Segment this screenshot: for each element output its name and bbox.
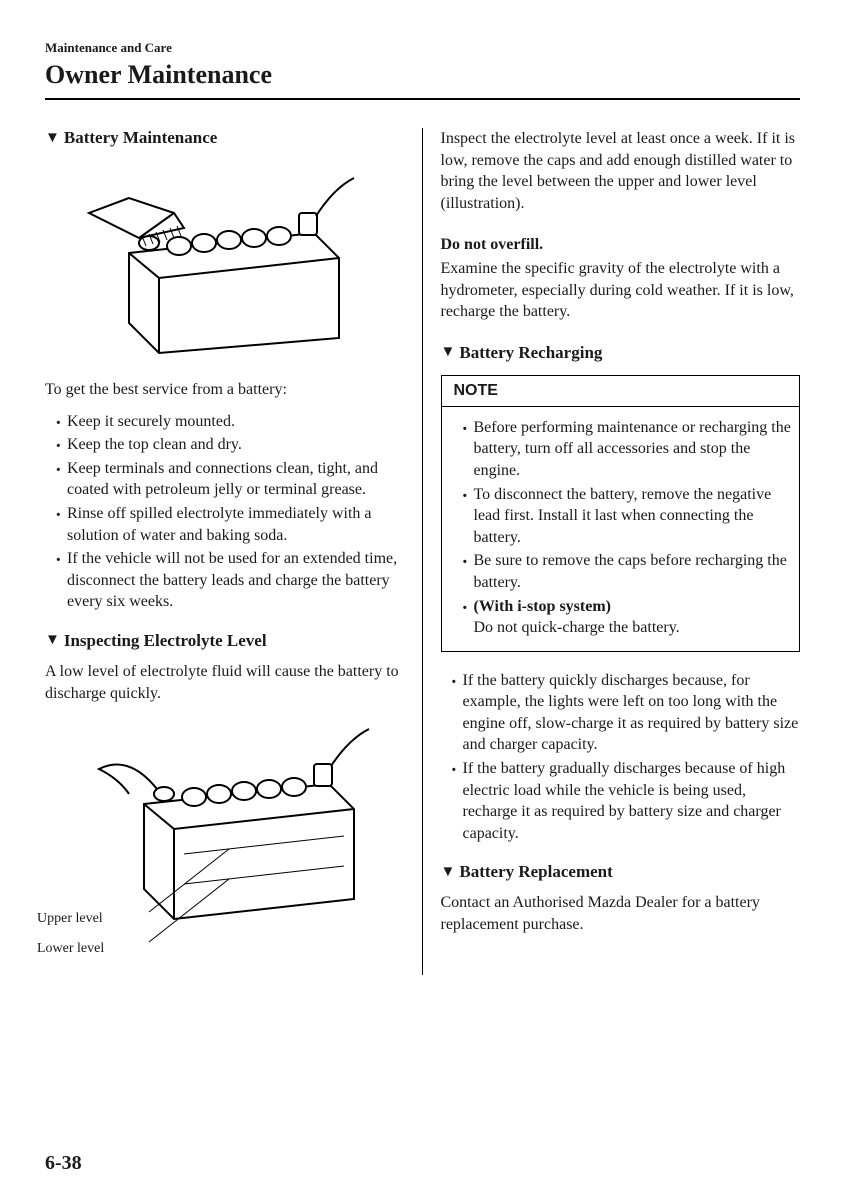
header-rule [45,98,800,100]
list-item: To disconnect the battery, remove the ne… [464,484,792,549]
battery-tips-list: Keep it securely mounted. Keep the top c… [45,411,404,613]
list-item: If the vehicle will not be used for an e… [59,548,404,613]
list-item: If the battery gradually discharges beca… [455,758,801,844]
upper-level-label: Upper level [37,911,103,927]
triangle-icon: ▼ [45,632,60,649]
note-title: NOTE [442,376,800,407]
subhead-text: Battery Replacement [459,862,612,882]
note-body: Before performing maintenance or recharg… [442,407,800,651]
battery-brush-illustration [45,158,404,363]
istop-bold: (With i-stop system) [474,598,611,615]
note-box: NOTE Before performing maintenance or re… [441,375,801,652]
battery-level-illustration: Upper level Lower level [45,724,404,959]
page-number: 6-38 [45,1152,82,1175]
list-item: Before performing maintenance or recharg… [464,417,792,482]
list-item: Rinse off spilled electrolyte immediatel… [59,503,404,546]
lower-level-label: Lower level [37,941,104,957]
subhead-text: Inspecting Electrolyte Level [64,631,267,651]
intro-text-2: A low level of electrolyte fluid will ca… [45,661,404,704]
triangle-icon: ▼ [441,864,456,881]
chapter-label: Maintenance and Care [45,40,800,56]
triangle-icon: ▼ [441,344,456,361]
replacement-text: Contact an Authorised Mazda Dealer for a… [441,892,801,935]
inspect-paragraph: Inspect the electrolyte level at least o… [441,128,801,214]
left-column: ▼ Battery Maintenance [45,128,423,975]
subhead-text: Battery Maintenance [64,128,217,148]
list-item: Be sure to remove the caps before rechar… [464,550,792,593]
right-column: Inspect the electrolyte level at least o… [423,128,801,975]
subhead-replacement: ▼ Battery Replacement [441,862,801,882]
list-item: (With i-stop system) Do not quick-charge… [464,596,792,639]
triangle-icon: ▼ [45,130,60,147]
intro-text-1: To get the best service from a battery: [45,379,404,401]
overfill-heading: Do not overfill. [441,234,801,256]
discharge-list: If the battery quickly discharges becaus… [441,670,801,845]
two-column-layout: ▼ Battery Maintenance [45,128,800,975]
istop-text: Do not quick-charge the battery. [474,619,680,636]
list-item: Keep it securely mounted. [59,411,404,433]
overfill-body: Examine the specific gravity of the elec… [441,258,801,323]
list-item: If the battery quickly discharges becaus… [455,670,801,756]
subhead-text: Battery Recharging [459,343,602,363]
list-item: Keep the top clean and dry. [59,434,404,456]
subhead-battery-maintenance: ▼ Battery Maintenance [45,128,404,148]
subhead-electrolyte: ▼ Inspecting Electrolyte Level [45,631,404,651]
list-item: Keep terminals and connections clean, ti… [59,458,404,501]
subhead-recharging: ▼ Battery Recharging [441,343,801,363]
section-title: Owner Maintenance [45,60,800,90]
